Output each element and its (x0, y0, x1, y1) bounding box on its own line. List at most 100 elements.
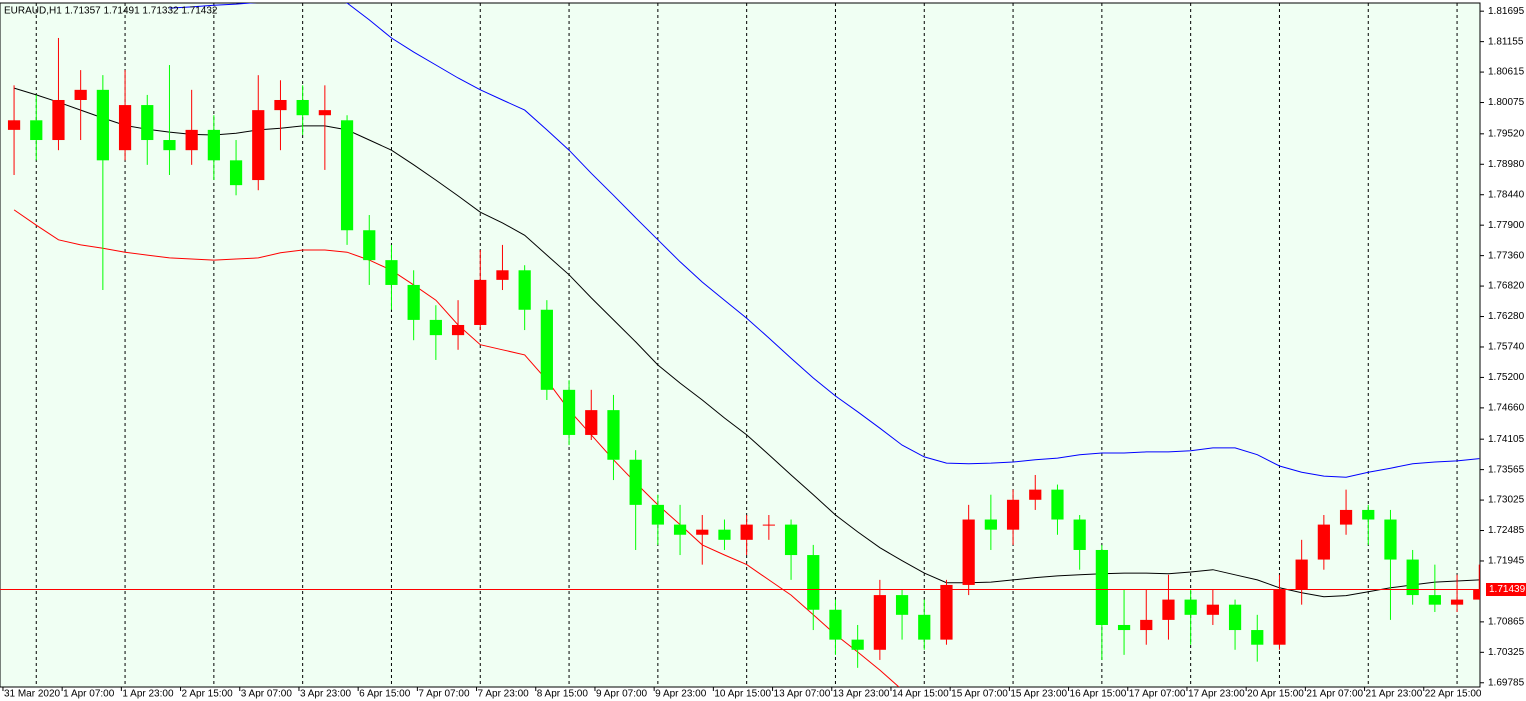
candle-body (585, 410, 598, 435)
candle-body (96, 89, 109, 161)
candle-body (1450, 599, 1464, 605)
candle-body (1317, 524, 1330, 560)
candle-body (429, 319, 442, 336)
plot (0, 3, 1480, 687)
candle-body (118, 105, 132, 151)
candle-body (363, 230, 376, 261)
candle-body (696, 529, 709, 535)
candle-body (851, 639, 864, 650)
candle-body (229, 160, 243, 186)
candle-body (540, 309, 553, 390)
x-tick-label: 7 Apr 07:00 (418, 689, 470, 700)
x-tick-label: 14 Apr 15:00 (892, 689, 949, 700)
y-tick-label: 1.76280 (1488, 311, 1525, 322)
candle-body (74, 89, 87, 100)
candle-body (52, 99, 65, 141)
current-price-label: 1.71439 (1489, 584, 1526, 595)
candle-body (762, 524, 775, 526)
candle-body (1162, 599, 1175, 620)
x-tick-label: 9 Apr 23:00 (655, 689, 707, 700)
x-tick-label: 7 Apr 23:00 (478, 689, 530, 700)
candle-body (1051, 489, 1064, 520)
candle-body (918, 614, 931, 640)
candle-body (252, 110, 265, 181)
y-tick-label: 1.69785 (1488, 677, 1525, 688)
x-tick-label: 3 Apr 23:00 (300, 689, 352, 700)
candle-body (318, 110, 331, 116)
candle-body (1206, 604, 1219, 615)
candle-body (607, 410, 620, 460)
y-tick-label: 1.75200 (1488, 372, 1525, 383)
candle-body (784, 524, 798, 556)
candle-body (962, 519, 975, 585)
indicator-line (169, 3, 1480, 478)
candle-body (30, 120, 43, 141)
candle-body (1273, 589, 1286, 645)
y-tick-label: 1.78440 (1488, 189, 1525, 200)
y-tick-label: 1.75740 (1488, 342, 1525, 353)
candle-body (940, 584, 953, 640)
candle-body (518, 270, 531, 310)
candle-body (1384, 519, 1397, 560)
y-tick-label: 1.73025 (1488, 495, 1525, 506)
x-tick-label: 15 Apr 23:00 (1010, 689, 1067, 700)
y-tick-label: 1.80075 (1488, 97, 1525, 108)
candle-body (163, 140, 176, 151)
x-tick-label: 21 Apr 23:00 (1366, 689, 1423, 700)
candle-body (474, 279, 487, 325)
x-tick-label: 8 Apr 15:00 (537, 689, 589, 700)
y-tick-label: 1.80615 (1488, 67, 1525, 78)
candle-body (496, 270, 509, 280)
x-tick-label: 13 Apr 07:00 (774, 689, 831, 700)
candle-body (1117, 624, 1131, 631)
x-tick-label: 13 Apr 23:00 (833, 689, 890, 700)
x-tick-label: 3 Apr 07:00 (241, 689, 293, 700)
candle-body (1073, 519, 1086, 550)
y-tick-label: 1.73565 (1488, 464, 1525, 475)
candle-body (1095, 549, 1108, 625)
plot-area (0, 2, 1481, 688)
y-tick-label: 1.70325 (1488, 647, 1525, 658)
x-tick-label: 6 Apr 15:00 (359, 689, 411, 700)
candle-body (740, 524, 753, 540)
x-tick-label: 16 Apr 15:00 (1070, 689, 1127, 700)
x-tick-label: 21 Apr 07:00 (1306, 689, 1363, 700)
candle-body (1473, 590, 1480, 600)
y-tick-label: 1.79520 (1488, 128, 1525, 139)
y-tick-label: 1.81695 (1488, 6, 1525, 17)
x-tick-label: 2 Apr 15:00 (182, 689, 234, 700)
y-tick-label: 1.74105 (1488, 434, 1525, 445)
candle-body (651, 504, 664, 525)
y-tick-label: 1.70865 (1488, 617, 1525, 628)
x-tick-label: 10 Apr 15:00 (714, 689, 771, 700)
x-tick-label: 15 Apr 07:00 (951, 689, 1008, 700)
candle-body (895, 595, 909, 615)
x-tick-label: 20 Apr 15:00 (1247, 689, 1304, 700)
x-tick-label: 1 Apr 23:00 (122, 689, 174, 700)
candle-body (385, 260, 398, 285)
candle-body (1362, 509, 1375, 520)
candle-body (1006, 499, 1020, 530)
candle-body (1029, 489, 1042, 500)
candle-body (1406, 559, 1419, 596)
x-tick-label: 17 Apr 07:00 (1129, 689, 1186, 700)
candle-body (1251, 630, 1264, 645)
x-tick-label: 9 Apr 07:00 (596, 689, 648, 700)
y-tick-label: 1.76820 (1488, 281, 1525, 292)
y-tick-label: 1.77360 (1488, 250, 1525, 261)
candle-body (1295, 559, 1308, 590)
y-tick-label: 1.81155 (1488, 36, 1524, 47)
candle-body (718, 529, 731, 540)
current-price-box (1486, 583, 1526, 597)
candle-body (1428, 595, 1441, 605)
chart-title: EURAUD,H1 1.71357 1.71491 1.71332 1.7143… (4, 6, 218, 17)
x-tick-label: 17 Apr 23:00 (1188, 689, 1245, 700)
x-tick-label: 1 Apr 07:00 (63, 689, 115, 700)
candle-body (829, 609, 842, 640)
candle-body (340, 120, 354, 231)
candle-body (1228, 604, 1242, 631)
candle-body (141, 105, 154, 141)
candle-body (7, 120, 21, 130)
